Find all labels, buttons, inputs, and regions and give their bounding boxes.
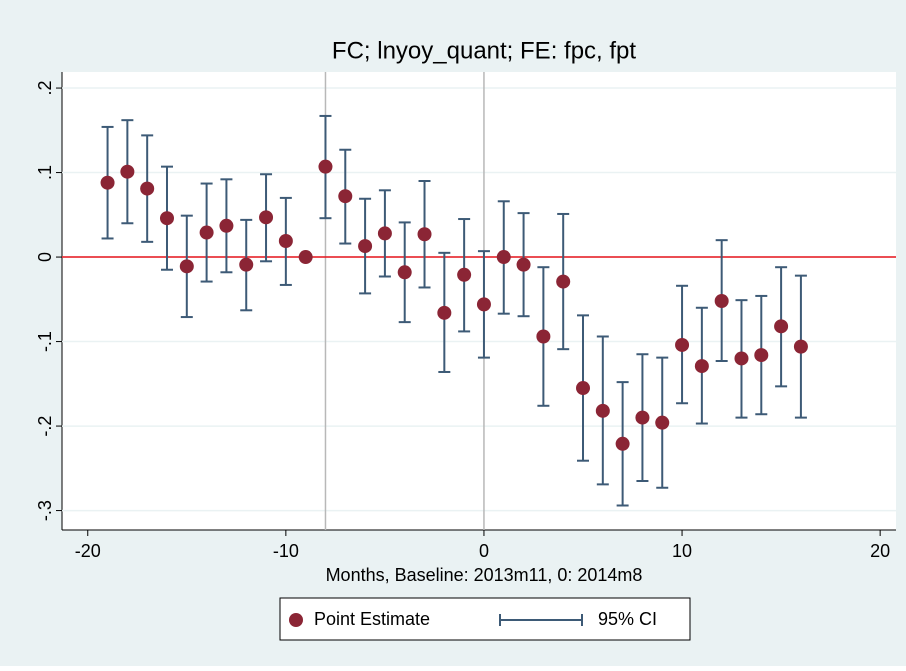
point xyxy=(615,436,630,451)
point xyxy=(655,415,670,430)
point xyxy=(100,175,115,190)
point xyxy=(318,159,333,174)
point xyxy=(140,181,155,196)
point xyxy=(675,337,690,352)
point xyxy=(595,403,610,418)
point xyxy=(397,265,412,280)
y-tick-label: .2 xyxy=(35,81,55,96)
x-tick-label: 10 xyxy=(672,541,692,561)
point xyxy=(259,210,274,225)
point xyxy=(437,305,452,320)
x-tick-label: -10 xyxy=(273,541,299,561)
y-tick-label: .1 xyxy=(35,165,55,180)
point xyxy=(516,257,531,272)
y-tick-label: 0 xyxy=(35,252,55,262)
point xyxy=(199,225,214,240)
point xyxy=(417,227,432,242)
point xyxy=(338,189,353,204)
point xyxy=(754,348,769,363)
x-tick-label: -20 xyxy=(75,541,101,561)
point xyxy=(457,267,472,282)
point xyxy=(635,410,650,425)
legend-label: 95% CI xyxy=(598,609,657,629)
point xyxy=(239,257,254,272)
point xyxy=(120,164,135,179)
point xyxy=(536,329,551,344)
y-tick-label: -.1 xyxy=(35,331,55,352)
point xyxy=(734,351,749,366)
point xyxy=(278,234,293,249)
y-tick-label: -.2 xyxy=(35,416,55,437)
point xyxy=(576,381,591,396)
x-axis-title: Months, Baseline: 2013m11, 0: 2014m8 xyxy=(326,565,643,585)
point xyxy=(496,250,511,265)
point xyxy=(219,218,234,233)
point xyxy=(793,339,808,354)
y-tick-label: -.3 xyxy=(35,500,55,521)
point xyxy=(298,250,313,265)
point xyxy=(476,297,491,312)
point xyxy=(774,319,789,334)
chart-title: FC; lnyoy_quant; FE: fpc, fpt xyxy=(332,37,636,64)
legend-marker xyxy=(289,613,303,627)
point xyxy=(179,259,194,274)
point xyxy=(159,211,174,226)
point xyxy=(694,359,709,374)
x-tick-label: 0 xyxy=(479,541,489,561)
legend xyxy=(279,597,691,641)
legend-label: Point Estimate xyxy=(314,609,430,629)
x-tick-label: 20 xyxy=(870,541,890,561)
point xyxy=(714,294,729,308)
point xyxy=(556,274,571,289)
point xyxy=(358,239,373,254)
point xyxy=(377,226,392,241)
